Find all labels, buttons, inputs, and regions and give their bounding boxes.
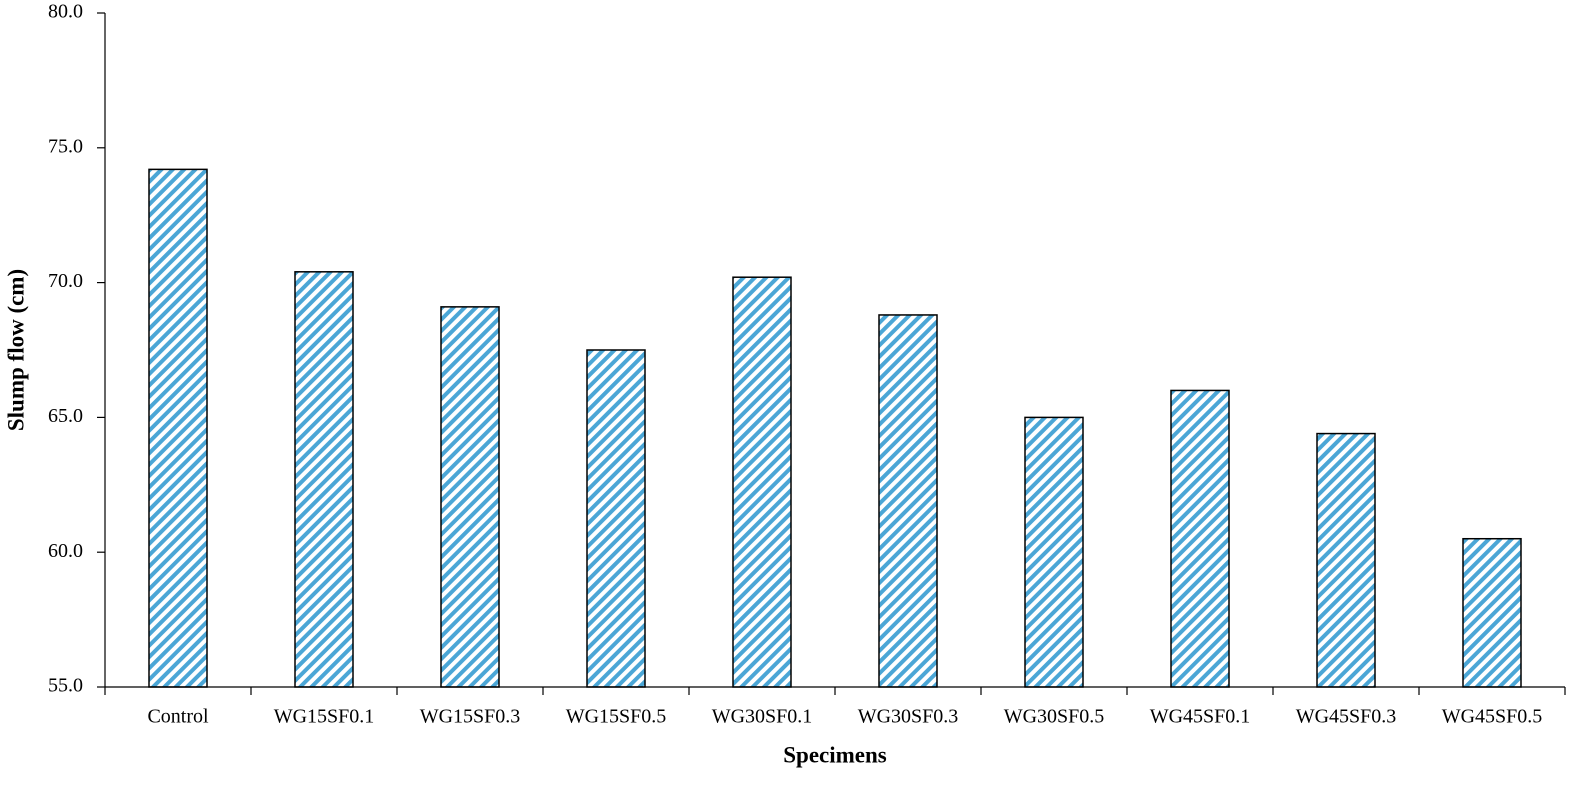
x-tick-label: WG15SF0.3 — [420, 706, 521, 728]
y-tick-label: 75.0 — [48, 135, 83, 157]
x-tick-label: WG15SF0.1 — [274, 706, 375, 728]
x-tick-label: WG30SF0.5 — [1004, 706, 1105, 728]
x-tick-label: WG45SF0.5 — [1442, 706, 1543, 728]
y-tick-label: 65.0 — [48, 405, 83, 427]
bar — [878, 314, 938, 688]
x-tick-label: WG30SF0.3 — [858, 706, 959, 728]
y-tick-label: 80.0 — [48, 1, 83, 23]
y-tick-label: 60.0 — [48, 540, 83, 562]
bar — [1024, 416, 1084, 688]
bar — [586, 349, 646, 688]
x-tick-label: Control — [147, 706, 209, 728]
bar — [148, 168, 208, 688]
x-axis-title: Specimens — [783, 742, 887, 767]
bar — [1316, 432, 1376, 688]
bar — [294, 271, 354, 688]
x-tick-label: WG45SF0.1 — [1150, 706, 1251, 728]
x-tick-label: WG30SF0.1 — [712, 706, 813, 728]
y-tick-label: 55.0 — [48, 675, 83, 697]
x-tick-label: WG45SF0.3 — [1296, 706, 1397, 728]
bar — [732, 276, 792, 688]
y-tick-label: 70.0 — [48, 270, 83, 292]
y-axis-title: Slump flow (cm) — [3, 269, 28, 431]
bar — [440, 306, 500, 688]
x-tick-label: WG15SF0.5 — [566, 706, 667, 728]
bar — [1170, 389, 1230, 688]
bar — [1462, 537, 1522, 688]
